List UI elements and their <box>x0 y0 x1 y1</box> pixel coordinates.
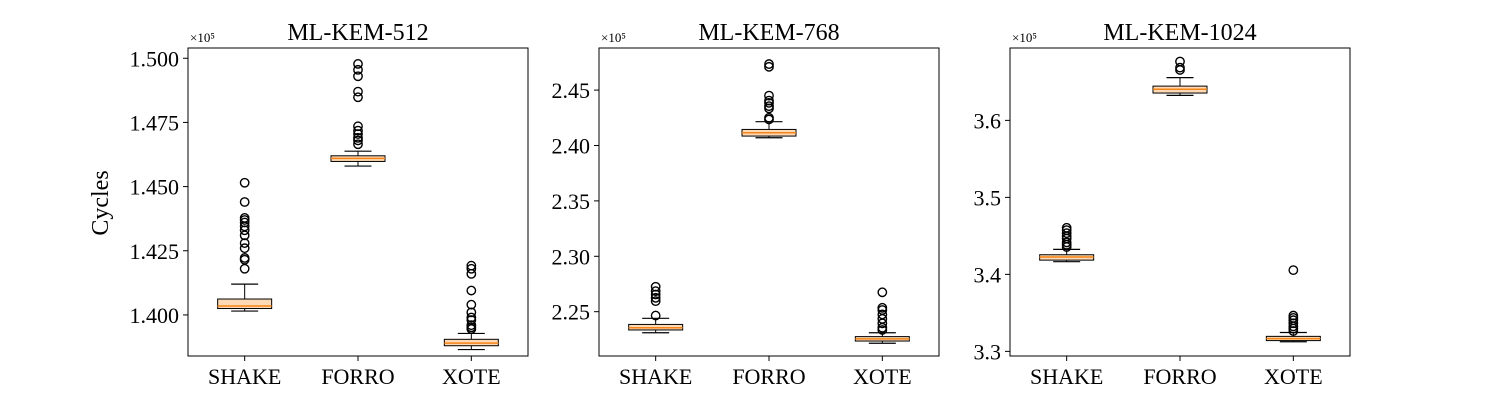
panel-1-forro-outlier-point <box>353 125 363 136</box>
panel-1-xtick-label: SHAKE <box>208 364 281 389</box>
panel-3-xtick-label: XOTE <box>1264 364 1323 389</box>
panel-1-shake-outlier-point <box>239 213 250 223</box>
panel-3-shake-outlier-point <box>1061 237 1072 248</box>
panel-1-ytick-label: 1.475 <box>130 110 180 135</box>
panel-1-axes-frame <box>187 47 529 357</box>
panel-3-ytick-label: 3.3 <box>974 339 1002 364</box>
panel-1-shake-outlier-point <box>239 217 250 228</box>
panel-1-xtick-label: FORRO <box>321 364 394 389</box>
panel-3-forro-outlier-point <box>1175 56 1185 67</box>
panel-1-xtick-label: XOTE <box>442 364 501 389</box>
panel-3-forro-outlier-point <box>1175 62 1185 73</box>
panel-2-forro-outlier-point <box>764 101 774 112</box>
panel-1-ytick-label: 1.500 <box>130 46 180 71</box>
panel-2-exponent: ×10⁵ <box>601 30 626 45</box>
panel-2-forro-outlier-point <box>764 61 774 72</box>
panel-1-forro-outlier-point <box>353 59 363 69</box>
panel-1-shake-outlier-point <box>239 253 250 263</box>
panel-3-xtick-label: FORRO <box>1143 364 1216 389</box>
panel-3-shake-outlier-point <box>1061 222 1072 233</box>
panel-1-forro-outlier-point <box>353 71 363 82</box>
panel-1-forro-outlier-point <box>353 139 363 150</box>
panel-1-shake-box <box>217 298 273 310</box>
panel-1-shake-outlier-point <box>239 177 250 188</box>
panel-2-ytick-label: 2.30 <box>552 244 591 269</box>
panel-2-forro-outlier-point <box>764 112 774 123</box>
panel-1-xote-outlier-point <box>466 285 477 296</box>
panel-1-xote-outlier-point <box>466 260 477 271</box>
panel-1-forro-outlier-point <box>353 135 363 146</box>
panel-1-shake-outlier-point <box>239 197 250 207</box>
panel-2-ytick-label: 2.40 <box>552 133 591 158</box>
panel-2-forro-outlier-point <box>764 90 774 101</box>
panel-2-shake-outlier-point <box>650 286 661 297</box>
panel-3-xote-outlier-point <box>1288 265 1299 276</box>
panel-2-title: ML-KEM-768 <box>698 20 839 46</box>
panel-2-shake-outlier-point <box>650 292 661 303</box>
panel-2-forro-outlier-point <box>764 95 774 106</box>
panel-1-shake-outlier-point <box>239 243 250 254</box>
panel-3-ytick-label: 3.5 <box>974 185 1002 210</box>
panel-2-xote-outlier-point <box>877 302 888 313</box>
panel-1-forro-outlier-point <box>353 132 363 143</box>
panel-1-forro-outlier-point <box>353 92 363 103</box>
panel-2-ytick-label: 2.25 <box>552 300 591 325</box>
panel-1-title: ML-KEM-512 <box>287 20 428 46</box>
panel-1-ytick-label: 1.450 <box>130 175 180 200</box>
panel-1-exponent: ×10⁵ <box>190 30 215 45</box>
panel-2-shake-outlier-point <box>650 281 661 292</box>
panel-2-xtick-label: FORRO <box>732 364 805 389</box>
panel-2-axes-frame <box>598 47 940 357</box>
panel-1-xote-outlier-point <box>466 312 477 323</box>
panel-2-shake-outlier-point <box>650 310 661 321</box>
panel-3-title: ML-KEM-1024 <box>1103 20 1256 46</box>
panel-2-forro-outlier-point <box>764 59 774 69</box>
panel-3-ytick-label: 3.6 <box>974 108 1002 133</box>
panel-3-ytick-label: 3.4 <box>974 262 1002 287</box>
panel-1-ytick-label: 1.425 <box>130 239 180 264</box>
panel-3-xote-outlier-point <box>1288 318 1299 329</box>
panel-1-forro-outlier-point <box>353 121 363 132</box>
panel-1-forro-outlier-point <box>353 64 363 75</box>
panel-1-forro-outlier-point <box>353 86 363 97</box>
panel-2-xote-outlier-point <box>877 309 888 320</box>
panel-3-xtick-label: SHAKE <box>1030 364 1103 389</box>
panel-2-xtick-label: SHAKE <box>619 364 692 389</box>
panel-2-ytick-label: 2.35 <box>552 189 591 214</box>
panel-2-ytick-label: 2.45 <box>552 78 591 103</box>
panel-1-xote-outlier-point <box>466 299 477 310</box>
panel-1-xote-outlier-point <box>466 263 477 274</box>
panel-3-exponent: ×10⁵ <box>1012 30 1037 45</box>
panel-1-ytick-label: 1.400 <box>130 303 180 328</box>
panel-3-shake-outlier-point <box>1061 228 1072 239</box>
panel-2-xote-outlier-point <box>877 287 888 298</box>
y-axis-label: Cycles <box>88 170 114 235</box>
panel-2-xtick-label: XOTE <box>853 364 912 389</box>
panel-3-xote-outlier-point <box>1288 310 1299 321</box>
panel-1-shake-outlier-point <box>239 263 250 274</box>
panel-2-shake-outlier-point <box>650 296 661 307</box>
